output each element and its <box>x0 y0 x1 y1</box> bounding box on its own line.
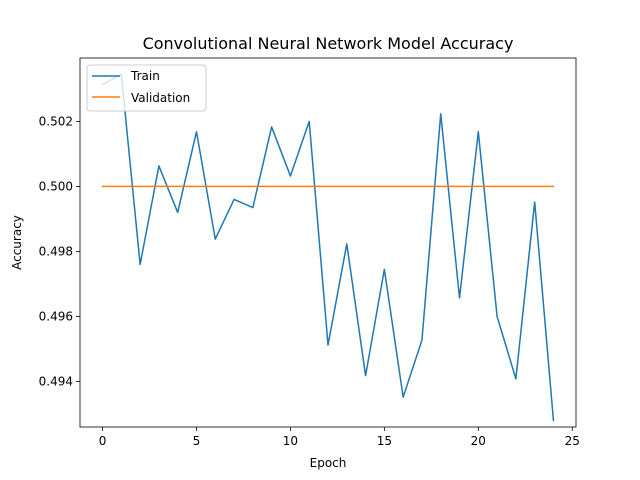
x-axis-ticks: 0 5 10 15 20 25 <box>99 427 580 448</box>
series-layer <box>101 73 555 422</box>
x-tick-label: 25 <box>565 434 580 448</box>
chart-title: Convolutional Neural Network Model Accur… <box>143 34 514 53</box>
y-tick-label: 0.500 <box>39 179 73 193</box>
legend: Train Validation <box>86 64 207 112</box>
y-tick-label: 0.496 <box>39 309 73 323</box>
x-tick-label: 20 <box>471 434 486 448</box>
x-tick-label: 15 <box>377 434 392 448</box>
legend-label-validation: Validation <box>131 91 190 105</box>
plot-area <box>80 58 576 427</box>
x-tick-label: 0 <box>99 434 107 448</box>
y-axis-label: Accuracy <box>10 215 24 270</box>
axes-layer <box>79 57 577 428</box>
x-tick-label: 10 <box>283 434 298 448</box>
y-tick-label: 0.502 <box>39 114 73 128</box>
x-axis-label: Epoch <box>310 456 347 470</box>
axes-frame <box>79 57 577 428</box>
axes-background <box>80 58 576 427</box>
y-tick-label: 0.498 <box>39 244 73 258</box>
y-axis-ticks: 0.494 0.496 0.498 0.500 0.502 <box>39 114 80 388</box>
legend-label-train: Train <box>130 69 160 83</box>
series-line-train <box>101 73 555 422</box>
y-tick-label: 0.494 <box>39 374 73 388</box>
x-tick-label: 5 <box>193 434 201 448</box>
